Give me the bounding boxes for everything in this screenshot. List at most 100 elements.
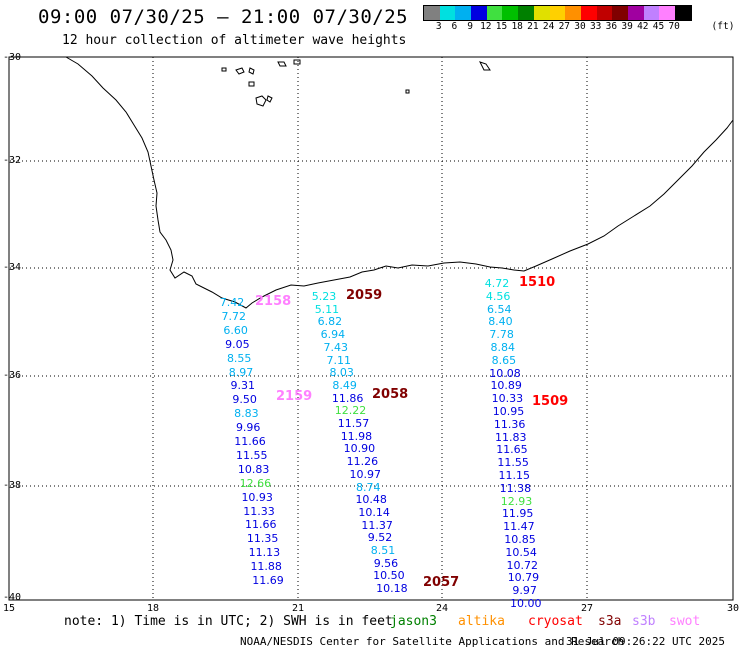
wave-height-value: 10.50 <box>373 569 405 583</box>
timestamp-text: 31 Jul 09:26:22 UTC 2025 <box>566 635 725 648</box>
legend-swatch <box>643 6 660 20</box>
pass-label-2158: 2158 <box>255 294 292 309</box>
legend-tick-label: 21 <box>527 21 539 32</box>
legend-swatch <box>533 6 550 20</box>
wave-height-value: 11.13 <box>248 546 281 560</box>
sat-legend-swot: swot <box>669 614 701 629</box>
legend-swatch <box>549 6 566 20</box>
pass-label-2159: 2159 <box>276 389 313 404</box>
wave-height-value: 8.74 <box>356 480 381 494</box>
wave-height-value: 11.66 <box>234 435 266 448</box>
legend-swatch <box>471 6 487 20</box>
legend-tick-label: 36 <box>605 21 618 32</box>
wave-height-value: 11.83 <box>495 430 527 444</box>
map-frame <box>8 56 734 601</box>
wave-height-value: 10.14 <box>358 505 390 519</box>
island-6 <box>277 61 287 67</box>
lat-label: -40 <box>3 592 22 603</box>
wave-height-value: 11.98 <box>340 429 373 443</box>
legend-tick-label: 18 <box>511 21 523 32</box>
wave-height-value: 11.86 <box>331 391 364 405</box>
wave-height-value: 12.22 <box>334 404 367 418</box>
wave-height-value: 10.97 <box>349 467 382 481</box>
wave-height-value: 7.11 <box>326 353 352 367</box>
legend-tick-label: 15 <box>495 21 508 32</box>
wave-height-value: 11.69 <box>252 574 284 587</box>
legend-swatch <box>502 6 519 20</box>
wave-height-value: 11.35 <box>246 532 279 546</box>
wave-height-value: 9.31 <box>230 379 256 393</box>
wave-height-value: 10.93 <box>241 490 273 504</box>
wave-height-value: 9.97 <box>512 584 537 598</box>
wave-height-value: 11.15 <box>498 469 531 482</box>
wave-height-value: 9.52 <box>367 531 393 545</box>
lat-label: -38 <box>3 480 22 491</box>
wave-height-value: 10.85 <box>504 533 536 546</box>
wave-height-value: 6.94 <box>320 328 346 342</box>
wave-height-value: 7.42 <box>219 296 245 309</box>
wave-height-value: 11.95 <box>501 507 534 521</box>
wave-height-value: 7.72 <box>221 309 247 323</box>
lon-label: 27 <box>580 603 594 614</box>
wave-height-value: 11.37 <box>361 518 393 532</box>
wave-height-value: 10.90 <box>343 442 376 456</box>
wave-height-value: 8.83 <box>234 407 259 421</box>
legend-swatch <box>627 6 644 20</box>
color-legend-bar <box>423 5 692 21</box>
sat-legend-cryosat: cryosat <box>528 614 583 629</box>
wave-height-value: 8.97 <box>228 365 254 379</box>
island-5 <box>266 95 273 103</box>
island-10 <box>248 81 255 87</box>
legend-swatch <box>439 6 456 20</box>
wave-height-value: 6.54 <box>487 302 512 316</box>
wave-height-value: 11.47 <box>503 520 535 534</box>
wave-height-value: 10.72 <box>506 558 539 572</box>
legend-swatch <box>424 6 440 20</box>
lon-label: 21 <box>291 603 305 614</box>
wave-height-value: 11.33 <box>243 504 275 518</box>
wave-height-value: 11.38 <box>499 481 532 495</box>
chart-subtitle: 12 hour collection of altimeter wave hei… <box>62 33 407 48</box>
legend-tick-label: 45 <box>652 21 665 32</box>
wave-height-value: 11.26 <box>346 455 379 469</box>
legend-tick-label: 30 <box>574 21 586 32</box>
island-1 <box>221 67 227 72</box>
chart-title: 09:00 07/30/25 – 21:00 07/30/25 <box>38 6 409 28</box>
wave-height-value: 11.88 <box>250 560 282 574</box>
island-3 <box>248 67 255 75</box>
wave-height-value: 8.49 <box>332 378 357 392</box>
legend-swatch <box>596 6 613 20</box>
legend-swatch <box>486 6 503 20</box>
islands <box>221 59 491 107</box>
legend-swatch <box>518 6 534 20</box>
wave-height-value: 5.23 <box>311 290 337 303</box>
wave-height-value: 8.03 <box>329 366 354 380</box>
legend-tick-label: (ft) <box>711 21 735 32</box>
wave-height-value: 10.89 <box>490 379 522 393</box>
pass-label-2057: 2057 <box>423 575 460 590</box>
wave-height-value: 8.51 <box>370 544 396 557</box>
legend-tick-label: 33 <box>589 21 602 32</box>
credit-text: NOAA/NESDIS Center for Satellite Applica… <box>240 635 625 648</box>
legend-swatch <box>675 6 691 20</box>
wave-height-value: 10.08 <box>489 366 521 380</box>
legend-tick-label: 39 <box>621 21 633 32</box>
wave-height-value: 11.55 <box>497 456 529 470</box>
sat-legend-altika: altika <box>458 614 505 629</box>
legend-tick-label: 27 <box>558 21 571 32</box>
wave-height-value: 4.56 <box>485 289 511 303</box>
wave-height-value: 11.66 <box>245 518 277 532</box>
lon-label: 18 <box>146 603 160 614</box>
wave-height-value: 5.11 <box>314 302 340 316</box>
pass-label-1510: 1510 <box>519 275 556 290</box>
wave-height-value: 11.55 <box>236 448 268 462</box>
legend-tick-label: 12 <box>480 21 492 32</box>
wave-height-value: 8.84 <box>490 341 516 354</box>
pass-label-1509: 1509 <box>532 394 569 409</box>
legend-swatch <box>565 6 581 20</box>
island-9 <box>405 89 410 94</box>
lat-label: -36 <box>3 370 22 381</box>
color-legend-labels: 3 6 9 12 15 18 21 24 27 30 33 36 39 42 45 70 (ft) <box>423 21 735 33</box>
wave-height-value: 9.05 <box>225 337 250 351</box>
